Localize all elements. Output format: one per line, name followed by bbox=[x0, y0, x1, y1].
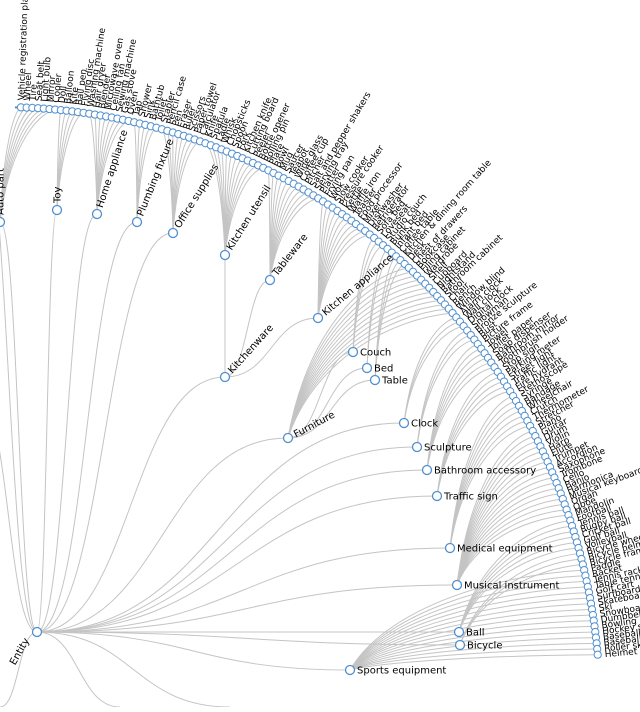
node-toy[interactable]: Toy bbox=[53, 186, 64, 214]
toy-circle[interactable] bbox=[53, 206, 62, 215]
furniture-label: Furniture bbox=[292, 410, 337, 441]
root-label: Entity bbox=[8, 636, 32, 667]
node-clock[interactable]: Clock bbox=[400, 419, 439, 430]
root-circle[interactable] bbox=[33, 628, 42, 637]
clock-circle[interactable] bbox=[400, 419, 409, 428]
link-offscreen bbox=[37, 632, 230, 707]
link-offscreen bbox=[37, 632, 120, 707]
node-medical-equipment[interactable]: Medical equipment bbox=[446, 544, 553, 555]
traffic-sign-label: Traffic sign bbox=[443, 492, 498, 503]
leaf-circle[interactable] bbox=[594, 651, 601, 658]
link-kitchenware bbox=[37, 377, 225, 632]
medical-equipment-label: Medical equipment bbox=[457, 544, 553, 555]
musical-instrument-circle[interactable] bbox=[453, 581, 462, 590]
kitchenware-label: Kitchenware bbox=[226, 323, 276, 376]
furniture-circle[interactable] bbox=[284, 434, 293, 443]
bicycle-label: Bicycle bbox=[467, 641, 502, 652]
ball-label: Ball bbox=[466, 628, 485, 639]
link-auto-part bbox=[0, 222, 37, 632]
sculpture-label: Sculpture bbox=[424, 443, 472, 454]
bicycle-circle[interactable] bbox=[456, 641, 465, 650]
sports-equipment-label: Sports equipment bbox=[357, 666, 446, 677]
sculpture-circle[interactable] bbox=[413, 443, 422, 452]
node-bed[interactable]: Bed bbox=[363, 364, 394, 375]
root-node[interactable]: Entity bbox=[8, 628, 41, 668]
node-musical-instrument[interactable]: Musical instrument bbox=[453, 581, 560, 592]
tableware-circle[interactable] bbox=[266, 276, 275, 285]
couch-label: Couch bbox=[360, 348, 391, 359]
clock-label: Clock bbox=[411, 419, 438, 430]
node-traffic-sign[interactable]: Traffic sign bbox=[433, 492, 498, 503]
link-medical-equipment bbox=[37, 548, 450, 632]
link-clock bbox=[37, 423, 404, 632]
node-sports-equipment[interactable]: Sports equipment bbox=[346, 666, 447, 677]
link-layer bbox=[0, 107, 598, 707]
node-table[interactable]: Table bbox=[371, 376, 408, 387]
plumbing-fixture-circle[interactable] bbox=[133, 218, 142, 227]
office-supplies-circle[interactable] bbox=[169, 229, 178, 238]
auto-part-label: Auto part bbox=[0, 168, 7, 215]
ball-circle[interactable] bbox=[455, 628, 464, 637]
node-auto-part[interactable]: Auto part bbox=[0, 168, 7, 226]
link-sports-equipment bbox=[37, 632, 350, 670]
leaf-link bbox=[134, 122, 137, 222]
link-furniture bbox=[37, 438, 288, 632]
bed-label: Bed bbox=[374, 364, 393, 375]
node-sculpture[interactable]: Sculpture bbox=[413, 443, 472, 454]
table-circle[interactable] bbox=[371, 376, 380, 385]
kitchen-appliance-circle[interactable] bbox=[314, 314, 323, 323]
link-office-supplies bbox=[37, 233, 173, 632]
medical-equipment-circle[interactable] bbox=[446, 544, 455, 553]
kitchenware-circle[interactable] bbox=[221, 373, 230, 382]
sports-equipment-circle[interactable] bbox=[346, 666, 355, 675]
node-couch[interactable]: Couch bbox=[349, 348, 392, 359]
link-traffic-sign bbox=[37, 496, 437, 632]
leaf-link bbox=[457, 472, 552, 585]
link-bathroom-accessory bbox=[37, 470, 427, 632]
table-label: Table bbox=[381, 376, 408, 387]
couch-circle[interactable] bbox=[349, 348, 358, 357]
link-sculpture bbox=[37, 447, 417, 632]
kitchen-utensil-circle[interactable] bbox=[221, 251, 230, 260]
bed-circle[interactable] bbox=[363, 364, 372, 373]
node-bathroom-accessory[interactable]: Bathroom accessory bbox=[423, 466, 537, 477]
leaf-label: Helmet bbox=[604, 647, 638, 660]
musical-instrument-label: Musical instrument bbox=[464, 581, 559, 592]
link-home-appliance bbox=[37, 214, 97, 632]
leaf-link bbox=[417, 331, 467, 447]
bathroom-accessory-circle[interactable] bbox=[423, 466, 432, 475]
toy-label: Toy bbox=[53, 186, 64, 204]
bathroom-accessory-label: Bathroom accessory bbox=[434, 466, 536, 477]
link-toy bbox=[37, 210, 57, 632]
traffic-sign-circle[interactable] bbox=[433, 492, 442, 501]
home-appliance-circle[interactable] bbox=[93, 210, 102, 219]
auto-part-circle[interactable] bbox=[0, 218, 5, 227]
node-ball[interactable]: Ball bbox=[455, 628, 485, 639]
link-plumbing-fixture bbox=[37, 222, 137, 632]
